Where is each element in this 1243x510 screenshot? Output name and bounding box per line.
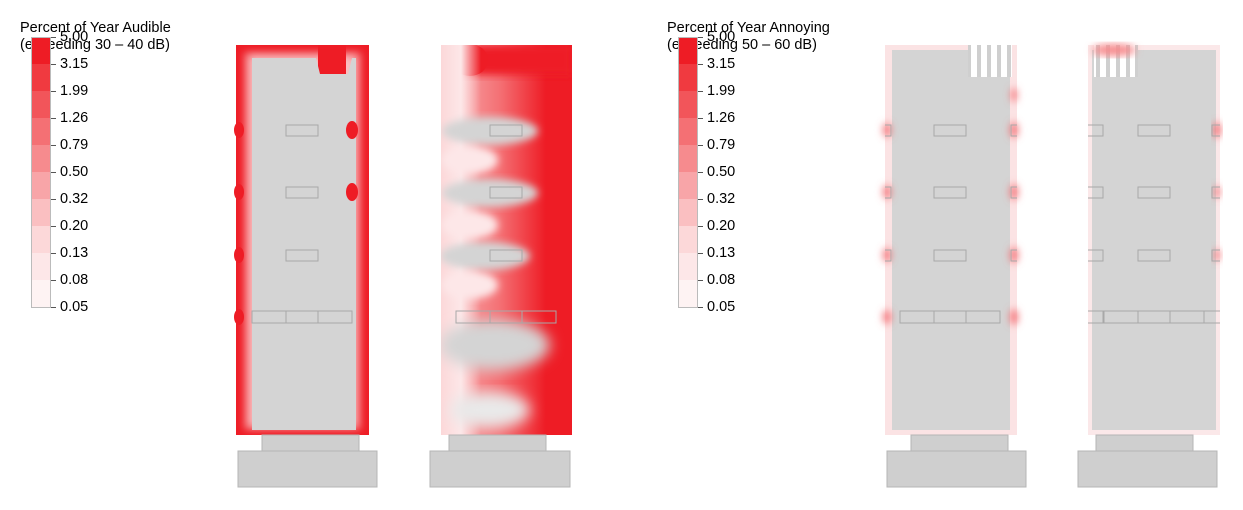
scale-tick-label: 0.50 [60, 164, 89, 180]
color-swatch [679, 253, 698, 280]
scale-tick [51, 307, 56, 308]
building-facade [892, 50, 1010, 430]
color-swatch [32, 280, 51, 307]
elevation-annoying-1 [883, 45, 1018, 435]
window-outlines [885, 124, 1017, 324]
legend-title: Percent of Year Annoying (exceeding 50 –… [667, 20, 830, 54]
scale-tick-label: 0.08 [60, 272, 89, 288]
scale-tick-label: 0.05 [60, 299, 89, 315]
color-swatch [32, 145, 51, 172]
roof-fins [1092, 44, 1138, 77]
scale-tick [51, 37, 56, 38]
scale-tick [698, 64, 703, 65]
elevation-annoying-2 [1088, 44, 1221, 435]
scale-tick [698, 307, 703, 308]
legend-title-line1: Percent of Year Audible [20, 20, 171, 36]
scale-tick-label: 3.15 [60, 56, 89, 72]
scale-tick-label: 0.05 [707, 299, 736, 315]
legend-title-line2: (exceeding 30 – 40 dB) [20, 37, 170, 53]
color-swatch [32, 64, 51, 91]
legend-title: Percent of Year Audible (exceeding 30 – … [20, 20, 171, 54]
color-swatch [679, 172, 698, 199]
scale-tick [51, 172, 56, 173]
scale-tick-label: 1.26 [707, 110, 736, 126]
elevation-audible-2 [441, 45, 572, 435]
scale-tick [51, 253, 56, 254]
scale-tick [698, 280, 703, 281]
color-swatch [679, 64, 698, 91]
color-swatch [679, 280, 698, 307]
window-outlines [455, 124, 557, 324]
scale-tick [698, 172, 703, 173]
scale-tick-label: 0.79 [707, 137, 736, 153]
color-swatch [679, 226, 698, 253]
building-bases [237, 434, 1218, 488]
scale-tick [51, 91, 56, 92]
scale-tick [698, 118, 703, 119]
scale-tick-label: 0.08 [707, 272, 736, 288]
scale-tick-label: 1.99 [60, 83, 89, 99]
color-swatch [679, 118, 698, 145]
building-facade [252, 58, 356, 430]
scale-tick-label: 5.00 [707, 29, 736, 45]
color-swatch [32, 253, 51, 280]
color-swatch [32, 226, 51, 253]
color-swatch [32, 37, 51, 64]
scale-tick [698, 253, 703, 254]
scale-tick [51, 64, 56, 65]
scale-tick [51, 226, 56, 227]
scale-tick-label: 0.20 [707, 218, 736, 234]
color-swatch [32, 91, 51, 118]
elevation-audible-1 [234, 45, 369, 435]
scale-tick-label: 3.15 [707, 56, 736, 72]
color-swatch [679, 37, 698, 64]
scale-tick-label: 0.32 [707, 191, 736, 207]
scale-tick-label: 1.26 [60, 110, 89, 126]
low-exposure-zone [441, 242, 530, 270]
color-swatch [32, 118, 51, 145]
scale-tick [51, 118, 56, 119]
window-outlines [251, 124, 353, 324]
building-facade [1092, 50, 1216, 430]
scale-tick-label: 1.99 [707, 83, 736, 99]
legend-title-line2: (exceeding 50 – 60 dB) [667, 37, 817, 53]
scale-tick [698, 91, 703, 92]
scale-tick [698, 226, 703, 227]
exposure-contour [441, 45, 481, 435]
window-outlines [1088, 124, 1220, 324]
scale-tick-label: 5.00 [60, 29, 89, 45]
color-swatch [679, 91, 698, 118]
scale-tick-label: 0.13 [60, 245, 89, 261]
scale-tick-label: 0.32 [60, 191, 89, 207]
color-swatch [679, 145, 698, 172]
roof-fins [968, 45, 1012, 77]
low-exposure-zone [441, 320, 550, 370]
scale-tick-label: 0.79 [60, 137, 89, 153]
exposure-contour [442, 271, 498, 299]
color-swatch [32, 172, 51, 199]
legend-title-line1: Percent of Year Annoying [667, 20, 830, 36]
exposure-contour [442, 211, 498, 239]
scale-tick [51, 199, 56, 200]
balcony-hotspots [234, 121, 358, 325]
scale-tick [51, 145, 56, 146]
scale-tick-label: 0.13 [707, 245, 736, 261]
color-swatch [679, 199, 698, 226]
scale-tick-label: 0.50 [707, 164, 736, 180]
color-swatch [32, 199, 51, 226]
balcony-hotspots [883, 88, 1018, 325]
roof-hotspot [318, 45, 346, 77]
scale-tick [698, 37, 703, 38]
scale-tick-label: 0.20 [60, 218, 89, 234]
exposure-contour [442, 146, 498, 174]
low-exposure-zone [450, 392, 530, 428]
scale-tick [51, 280, 56, 281]
scale-tick [698, 199, 703, 200]
balcony-hotspots [1213, 122, 1221, 261]
scale-tick [698, 145, 703, 146]
